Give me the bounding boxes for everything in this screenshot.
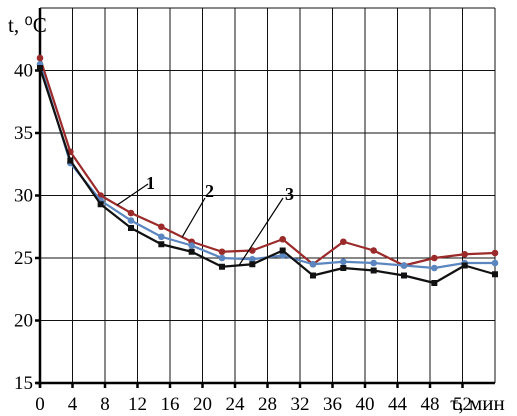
series-3-point (431, 280, 438, 286)
series-1-point (127, 209, 135, 217)
series-2-point (127, 217, 135, 224)
y-axis-title: t, ⁰C (8, 13, 47, 37)
x-tick-label: 20 (193, 394, 212, 415)
y-tick-label: 30 (14, 186, 33, 207)
series-3-point (67, 157, 74, 164)
x-tick-label: 8 (100, 394, 110, 415)
y-tick-label: 25 (14, 248, 33, 269)
series-1-point (158, 223, 165, 231)
series-2-point (431, 264, 438, 272)
x-tick-label: 28 (258, 394, 277, 415)
series-2-point (249, 255, 256, 263)
callout-leader-line (116, 183, 149, 206)
callouts: 1 2 3 (116, 173, 294, 266)
x-tick-label: 24 (226, 394, 246, 415)
series-3-point (249, 261, 256, 268)
series-1-point (36, 54, 44, 62)
series-1-point (491, 249, 499, 257)
series-1-point (431, 254, 438, 262)
series-2-point (218, 254, 226, 262)
callout-label: 1 (146, 173, 155, 193)
series-1-point (340, 238, 347, 246)
series-2-point (188, 242, 195, 249)
series-2-point (309, 260, 317, 268)
series-3-point (37, 65, 43, 71)
x-tick-label: 0 (35, 394, 45, 415)
series-1-line (38, 57, 496, 267)
callout-leader-line (181, 197, 206, 238)
callout-label: 3 (285, 184, 294, 204)
series-2-point (370, 259, 377, 267)
series-1-point (461, 250, 468, 258)
y-tick-label: 15 (14, 373, 33, 394)
series-2-point (158, 233, 165, 241)
x-tick-label: 4 (68, 394, 78, 415)
x-tick-label: 16 (161, 394, 180, 415)
grid-lines (40, 7, 496, 383)
x-axis-title: τ, мин (450, 391, 505, 415)
series-3-point (370, 267, 377, 274)
x-tick-label: 44 (388, 394, 408, 415)
series-1-point (279, 235, 286, 243)
y-tick-label: 35 (14, 123, 33, 144)
x-tick-label: 52 (453, 394, 472, 415)
series-group (36, 54, 499, 286)
series-2-point (400, 262, 408, 269)
y-tick-label: 40 (14, 61, 33, 82)
series-3-point (128, 225, 134, 231)
x-tick-label: 12 (128, 394, 147, 415)
series-2-point (491, 259, 499, 267)
y-tick-label: 20 (14, 311, 33, 332)
x-tick-label: 32 (291, 394, 310, 415)
series-1-point (249, 247, 256, 254)
x-tick-label: 40 (356, 394, 375, 415)
series-2-point (340, 258, 347, 266)
series-1-point (218, 248, 226, 256)
series-3-point (492, 271, 498, 278)
series-3-point (158, 241, 165, 248)
callout-label: 2 (205, 181, 214, 201)
x-tick-label: 48 (421, 394, 440, 415)
series-3-line (38, 67, 496, 285)
series-3-point (97, 201, 104, 208)
series-3-point (310, 272, 316, 279)
series-1-point (370, 247, 377, 254)
series-3-point (188, 248, 195, 255)
x-tick-label: 36 (323, 394, 342, 415)
series-2-point (279, 252, 286, 259)
series-3-point (401, 272, 407, 279)
series-3-point (219, 263, 225, 270)
series-3-point (279, 247, 286, 254)
series-3-point (461, 262, 468, 269)
series-3-point (340, 265, 347, 271)
callout-leader-line (238, 197, 284, 266)
